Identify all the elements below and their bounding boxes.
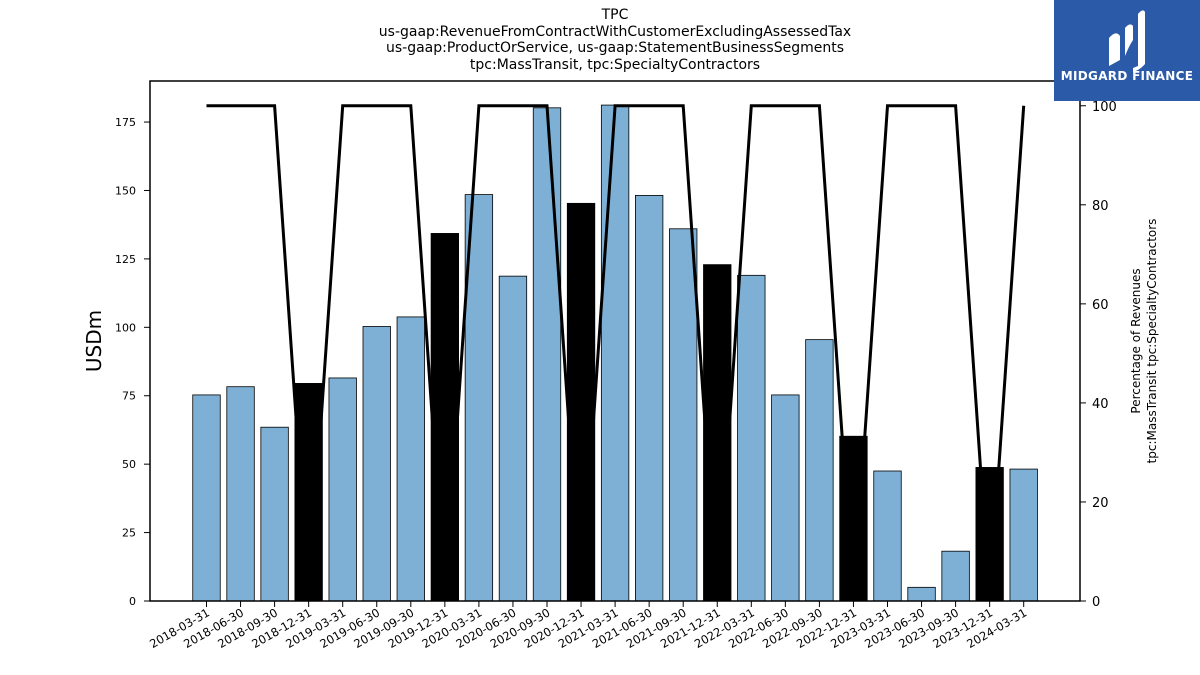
midgard-finance-logo: MIDGARD FINANCE	[1054, 0, 1200, 101]
bar-2019-09-30	[396, 316, 425, 602]
y2-tick-label: 40	[1092, 397, 1109, 412]
bar-2021-06-30	[635, 194, 664, 602]
y2-tick-label: 100	[1092, 100, 1117, 115]
bar-2023-06-30	[907, 586, 936, 602]
logo-text: MIDGARD FINANCE	[1060, 69, 1194, 83]
chart-subtitle-concept: us-gaap:RevenueFromContractWithCustomerE…	[378, 23, 852, 40]
bar-series	[192, 104, 1038, 602]
y-axis-left: 0 25 50 75 100 125 150 175	[115, 116, 150, 608]
y-axis-label: USDm	[82, 310, 106, 372]
bar-2020-03-31	[464, 194, 494, 602]
y-tick-label: 75	[122, 390, 136, 403]
y-tick-label: 0	[129, 595, 136, 608]
y-tick-label: 50	[122, 458, 136, 471]
bar-2023-09-30	[941, 550, 970, 602]
chart-title: TPC	[601, 7, 629, 23]
bar-2021-09-30	[669, 228, 698, 602]
percentage-line-series	[206, 104, 1026, 602]
percentage-line	[206, 104, 1026, 602]
bar-2019-03-31	[328, 377, 357, 602]
bar-2020-09-30	[532, 107, 562, 602]
y2-tick-label: 80	[1092, 199, 1109, 214]
bar-2019-06-30	[362, 326, 391, 602]
bar-2022-09-30	[805, 339, 834, 602]
y-axis-right: 0 20 40 60 80 100	[1080, 100, 1117, 610]
bar-2018-12-31	[294, 383, 323, 602]
chart-subtitle-members: tpc:MassTransit, tpc:SpecialtyContractor…	[469, 56, 761, 73]
y2-tick-label: 0	[1092, 595, 1100, 610]
chart-subtitle-axes: us-gaap:ProductOrService, us-gaap:Statem…	[385, 40, 844, 56]
bar-2018-09-30	[260, 426, 289, 602]
y2-axis-label-line2: tpc:MassTransit tpc:SpecialtyContractors	[1145, 219, 1159, 464]
x-axis: 2018-03-312018-06-302018-09-302018-12-31…	[147, 601, 1029, 651]
bar-2024-03-31	[1009, 468, 1038, 602]
bar-2019-12-31	[430, 233, 460, 602]
midgard-logo-icon	[1109, 10, 1145, 72]
y-tick-label: 125	[115, 253, 136, 266]
y2-axis-label-line1: Percentage of Revenues	[1129, 268, 1143, 413]
y2-tick-label: 20	[1092, 496, 1109, 511]
bar-2021-03-31	[600, 104, 630, 602]
bar-2022-06-30	[771, 394, 800, 602]
bar-2021-12-31	[703, 264, 732, 602]
bar-2023-12-31	[975, 467, 1004, 602]
bar-2020-06-30	[498, 275, 528, 602]
bar-2018-03-31	[192, 394, 221, 602]
bar-2020-12-31	[566, 202, 596, 602]
bar-2023-03-31	[873, 470, 902, 602]
bar-2018-06-30	[226, 386, 255, 602]
y2-tick-label: 60	[1092, 298, 1109, 313]
bar-2022-03-31	[737, 274, 766, 602]
y-tick-label: 100	[115, 321, 136, 334]
y-tick-label: 25	[122, 527, 136, 540]
y-tick-label: 175	[115, 116, 136, 129]
y-tick-label: 150	[115, 184, 136, 197]
